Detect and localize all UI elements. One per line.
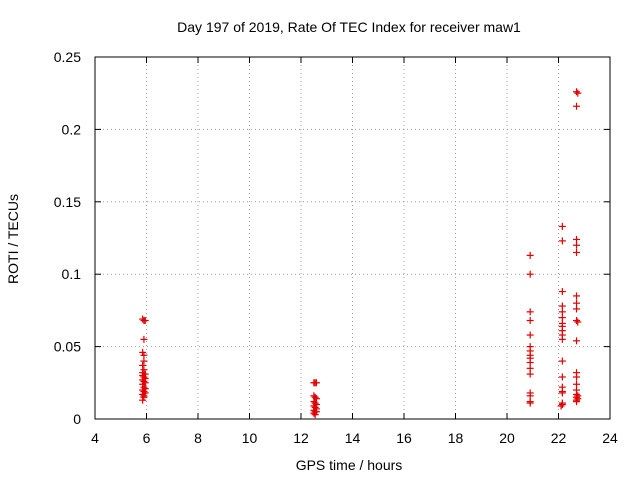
data-point	[558, 222, 566, 230]
chart-title: Day 197 of 2019, Rate Of TEC Index for r…	[177, 19, 521, 35]
x-tick-label: 16	[396, 430, 412, 446]
grid-lines	[95, 57, 610, 419]
data-point	[573, 241, 581, 249]
data-point	[558, 357, 566, 365]
data-point	[558, 237, 566, 245]
data-point	[526, 331, 534, 339]
data-point	[574, 89, 582, 97]
x-tick-labels: 4 6 8 10 12 14 16 18 20 22 24	[91, 430, 618, 446]
y-tick-label: 0.15	[54, 194, 81, 210]
data-point	[310, 409, 318, 417]
data-point	[573, 317, 581, 325]
data-point	[573, 305, 581, 313]
axis-ticks	[94, 56, 611, 420]
data-point	[140, 335, 148, 343]
data-point	[526, 370, 534, 378]
data-point	[573, 292, 581, 300]
y-tick-label: 0	[73, 411, 81, 427]
y-tick-label: 0.25	[54, 49, 81, 65]
data-point	[526, 308, 534, 316]
data-point	[573, 248, 581, 256]
data-point	[558, 288, 566, 296]
data-point	[141, 317, 149, 325]
x-tick-label: 24	[602, 430, 618, 446]
data-point	[573, 88, 581, 96]
y-axis-label: ROTI / TECUs	[5, 194, 21, 284]
x-tick-label: 14	[345, 430, 361, 446]
data-point	[573, 398, 581, 406]
data-point	[574, 318, 582, 326]
x-tick-label: 18	[448, 430, 464, 446]
y-tick-label: 0.2	[62, 121, 82, 137]
data-point	[526, 270, 534, 278]
data-point	[140, 357, 148, 365]
x-tick-label: 4	[91, 430, 99, 446]
x-tick-label: 6	[143, 430, 151, 446]
data-point	[558, 401, 566, 409]
x-tick-label: 12	[293, 430, 309, 446]
x-tick-label: 10	[242, 430, 258, 446]
data-point	[139, 396, 147, 404]
x-tick-label: 22	[551, 430, 567, 446]
data-point	[573, 337, 581, 345]
data-point	[558, 389, 566, 397]
data-point	[558, 335, 566, 343]
x-tick-label: 8	[194, 430, 202, 446]
data-point	[573, 102, 581, 110]
y-tick-labels: 0 0.05 0.1 0.15 0.2 0.25	[54, 49, 81, 427]
data-point	[557, 402, 565, 410]
data-point	[311, 411, 319, 419]
y-tick-label: 0.05	[54, 339, 81, 355]
data-points	[139, 88, 582, 419]
data-point	[312, 379, 320, 387]
data-point	[573, 373, 581, 381]
x-axis-label: GPS time / hours	[296, 457, 403, 473]
data-point	[139, 361, 147, 369]
data-point	[558, 373, 566, 381]
y-tick-label: 0.1	[62, 266, 82, 282]
data-point	[526, 399, 534, 407]
x-tick-label: 20	[499, 430, 515, 446]
data-point	[526, 317, 534, 325]
data-point	[526, 251, 534, 259]
